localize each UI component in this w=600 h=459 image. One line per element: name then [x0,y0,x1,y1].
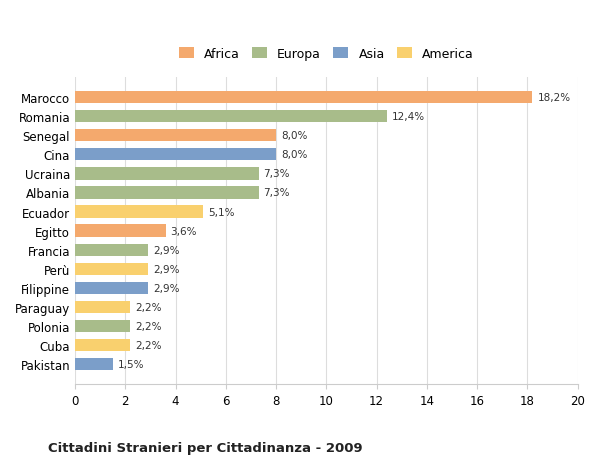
Bar [75,187,259,199]
Bar [75,263,148,275]
Text: 2,9%: 2,9% [153,283,179,293]
Text: 2,9%: 2,9% [153,245,179,255]
Legend: Africa, Europa, Asia, America: Africa, Europa, Asia, America [175,44,478,64]
Bar [75,206,203,218]
Bar [75,282,148,295]
Bar [75,168,259,180]
Bar [75,358,113,371]
Bar [75,339,130,352]
Text: 2,9%: 2,9% [153,264,179,274]
Text: 7,3%: 7,3% [263,188,290,198]
Text: 18,2%: 18,2% [538,93,571,103]
Text: 2,2%: 2,2% [136,321,162,331]
Text: Cittadini Stranieri per Cittadinanza - 2009: Cittadini Stranieri per Cittadinanza - 2… [48,441,362,453]
Text: 12,4%: 12,4% [392,112,425,122]
Bar [75,320,130,333]
Text: 8,0%: 8,0% [281,131,307,141]
Bar [75,92,532,104]
Text: 7,3%: 7,3% [263,169,290,179]
Bar [75,244,148,257]
Bar [75,149,276,161]
Bar [75,225,166,237]
Bar [75,111,386,123]
Text: 3,6%: 3,6% [170,226,197,236]
Text: 2,2%: 2,2% [136,341,162,350]
Text: 5,1%: 5,1% [208,207,235,217]
Bar [75,301,130,313]
Bar [75,130,276,142]
Text: 8,0%: 8,0% [281,150,307,160]
Text: 1,5%: 1,5% [118,359,145,369]
Text: 2,2%: 2,2% [136,302,162,312]
